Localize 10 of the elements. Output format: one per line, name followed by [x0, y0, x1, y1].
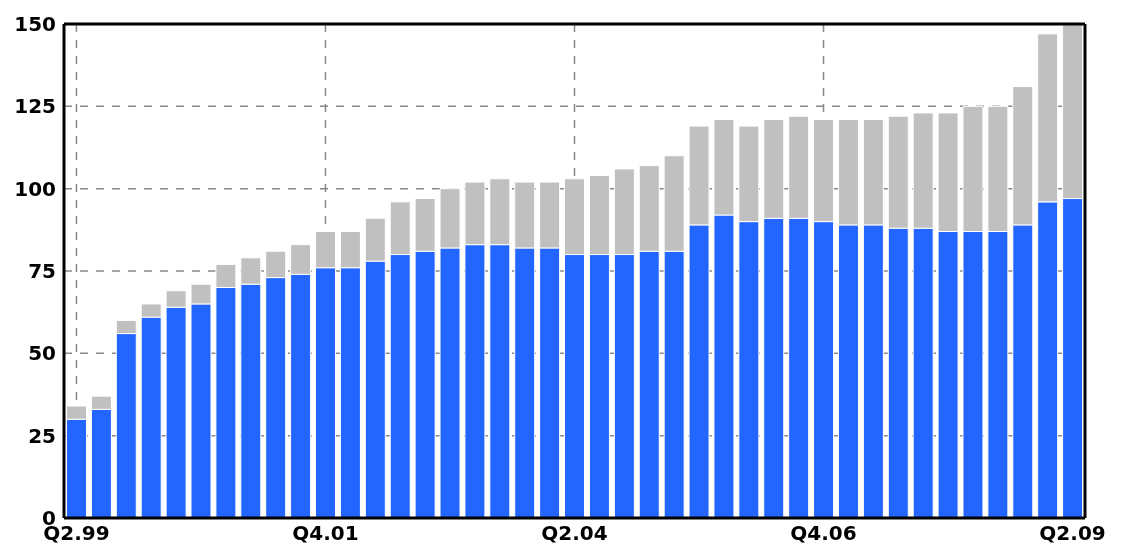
y-tick-label: 125 — [14, 94, 56, 119]
y-tick-label: 150 — [14, 12, 56, 37]
y-tick-label: 75 — [28, 259, 56, 284]
y-tick-label: 25 — [28, 423, 56, 448]
x-tick-label: Q2.04 — [541, 521, 608, 546]
x-tick-label: Q4.06 — [790, 521, 857, 546]
x-tick-label: Q2.09 — [1039, 521, 1106, 546]
y-tick-label: 100 — [14, 176, 56, 201]
x-tick-label: Q4.01 — [292, 521, 359, 546]
y-tick-label: 50 — [28, 341, 56, 366]
